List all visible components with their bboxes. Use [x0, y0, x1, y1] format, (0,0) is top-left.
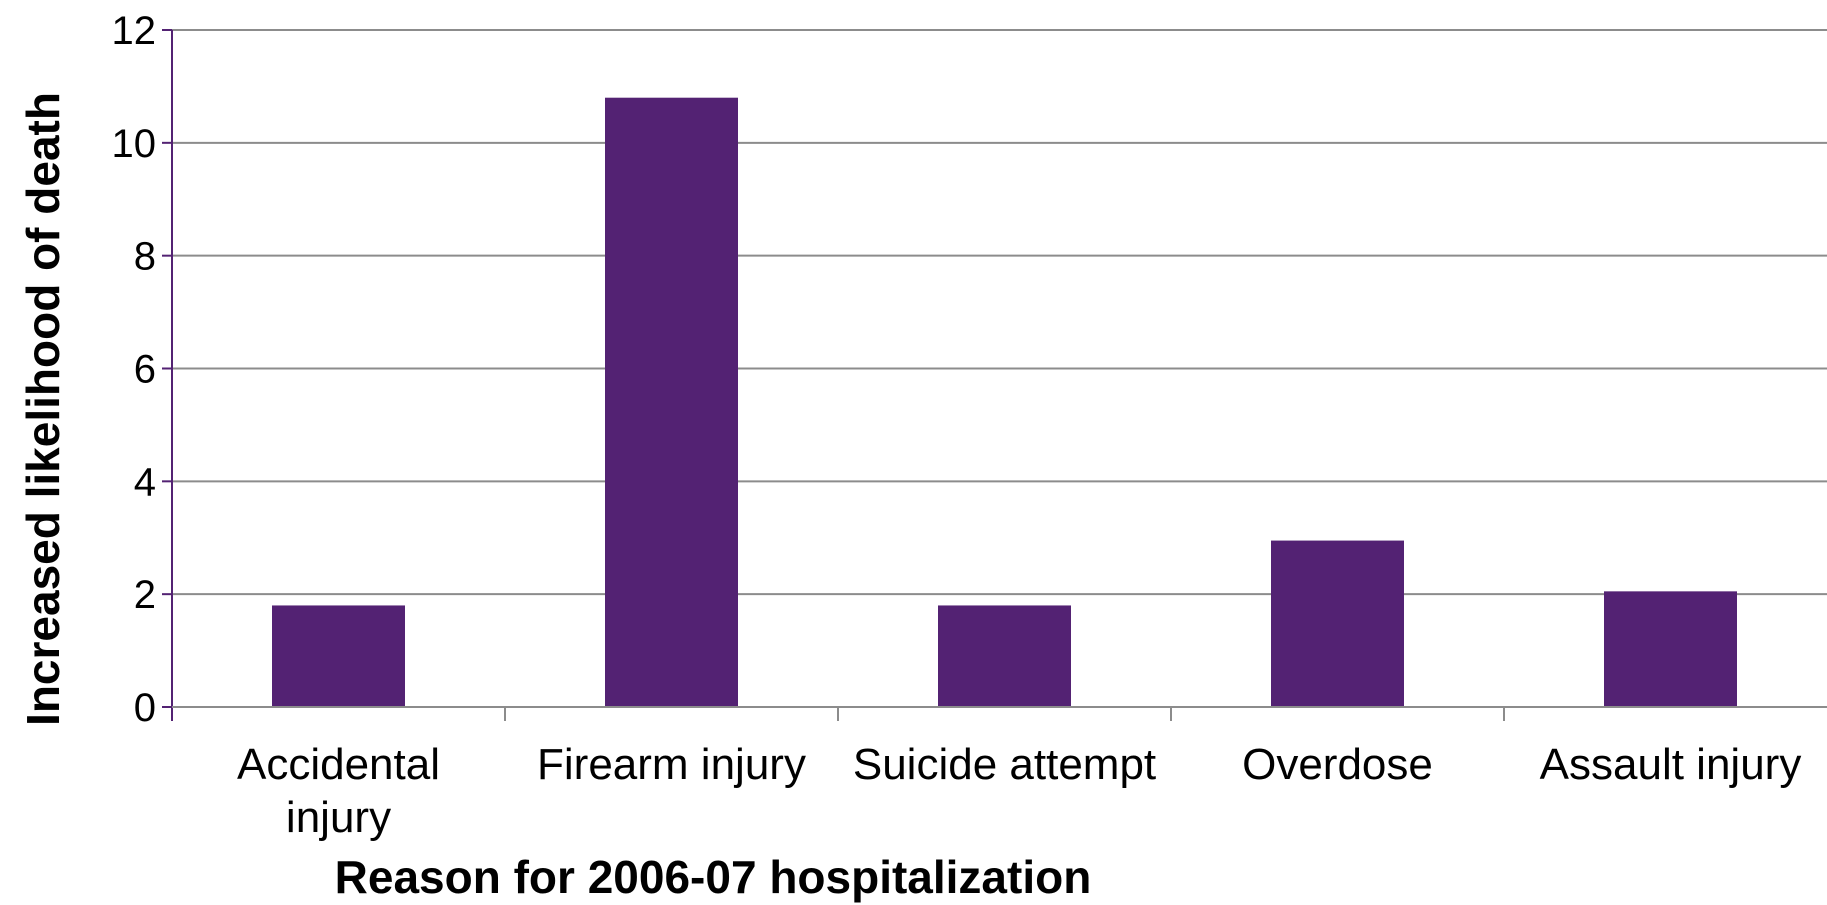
axes: [162, 29, 1827, 721]
x-category-label: Firearm injury: [537, 740, 806, 789]
x-axis-title: Reason for 2006-07 hospitalization: [335, 851, 1092, 903]
x-category-label-line: Assault injury: [1540, 740, 1802, 789]
x-category-label-line: injury: [286, 793, 391, 842]
x-category-label: Assault injury: [1540, 740, 1802, 789]
x-category-labels: Accidental injury Firearm injury Suicide at…: [237, 740, 1801, 842]
x-category-label: Suicide attempt: [853, 740, 1156, 789]
bars: [272, 97, 1737, 707]
x-category-label: Accidental injury: [237, 740, 440, 842]
gridlines: [172, 29, 1827, 596]
bar: [938, 605, 1071, 707]
x-category-label-line: Overdose: [1242, 740, 1433, 789]
x-category-label-line: Firearm injury: [537, 740, 806, 789]
x-category-label-line: Accidental: [237, 740, 440, 789]
x-category-label-line: Suicide attempt: [853, 740, 1156, 789]
y-tick-label: 4: [134, 460, 156, 504]
y-tick-label: 0: [134, 686, 156, 730]
y-axis-title: Increased likelihood of death: [17, 92, 69, 726]
y-tick-labels: 0 2 4 6 8 10 12: [112, 9, 157, 730]
bar: [1271, 540, 1404, 707]
y-tick-label: 2: [134, 573, 156, 617]
y-tick-label: 12: [112, 9, 157, 53]
bar: [1604, 591, 1737, 707]
y-tick-label: 8: [134, 235, 156, 279]
y-tick-label: 10: [112, 122, 157, 166]
y-tick-label: 6: [134, 348, 156, 392]
x-category-label: Overdose: [1242, 740, 1433, 789]
bar: [272, 605, 405, 707]
bar: [605, 97, 738, 707]
